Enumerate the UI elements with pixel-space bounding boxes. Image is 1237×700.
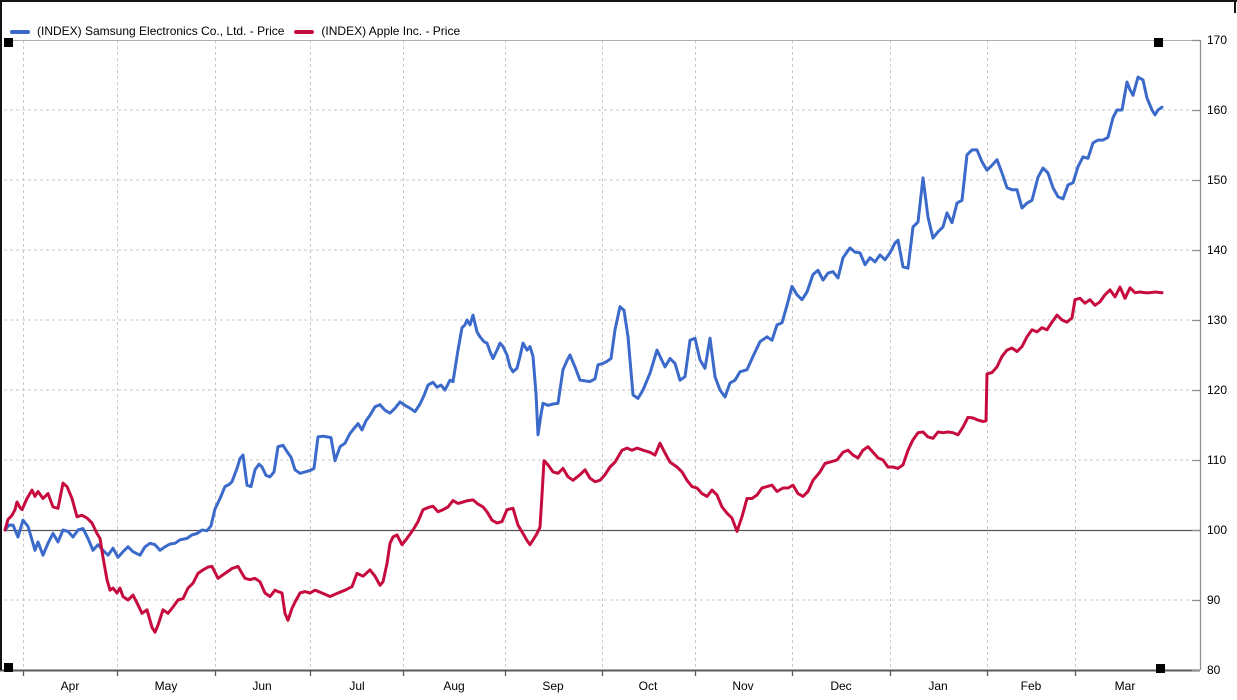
window-border-right (1234, 0, 1236, 13)
selection-handle-bottom-left[interactable] (4, 663, 13, 672)
x-axis-label-may: May (154, 679, 178, 693)
selection-handle-bottom-right[interactable] (1156, 664, 1165, 673)
y-axis-label: 130 (1207, 313, 1228, 327)
y-axis-label: 140 (1207, 243, 1228, 257)
x-axis-label-oct: Oct (638, 679, 658, 693)
x-axis-label-dec: Dec (830, 679, 852, 693)
y-axis-label: 170 (1207, 33, 1228, 47)
x-axis-label-jan: Jan (928, 679, 948, 693)
x-axis-label-apr: Apr (60, 679, 80, 693)
selection-handle-top-left[interactable] (4, 38, 13, 47)
legend-item-samsung[interactable]: (INDEX) Samsung Electronics Co., Ltd. - … (10, 24, 284, 39)
samsung-series-swatch-icon (10, 29, 30, 34)
x-axis-label-jul: Jul (349, 679, 365, 693)
y-axis-label: 90 (1207, 593, 1221, 607)
y-axis-label: 100 (1207, 523, 1228, 537)
y-axis-label: 150 (1207, 173, 1228, 187)
chart-legend: (INDEX) Samsung Electronics Co., Ltd. - … (10, 24, 460, 39)
selection-handle-top-right[interactable] (1154, 38, 1163, 47)
x-axis-label-nov: Nov (732, 679, 754, 693)
x-axis-label-aug: Aug (443, 679, 465, 693)
window-border-top (0, 0, 1237, 2)
y-axis-label: 160 (1207, 103, 1228, 117)
x-axis-label-jun: Jun (252, 679, 272, 693)
y-axis-label: 80 (1207, 663, 1221, 677)
legend-label-apple: (INDEX) Apple Inc. - Price (321, 24, 461, 38)
x-axis-label-mar: Mar (1114, 679, 1136, 693)
window-border-left (0, 0, 2, 670)
series-line-apple[interactable] (3, 285, 1164, 634)
legend-label-samsung: (INDEX) Samsung Electronics Co., Ltd. - … (37, 24, 285, 38)
y-axis-label: 110 (1207, 453, 1227, 467)
x-axis-label-sep: Sep (542, 679, 564, 693)
apple-series-swatch-icon (294, 29, 315, 34)
series-line-samsung[interactable] (3, 75, 1164, 559)
legend-item-apple[interactable]: (INDEX) Apple Inc. - Price (294, 24, 460, 39)
x-axis-label-feb: Feb (1020, 679, 1042, 693)
y-axis-label: 120 (1207, 383, 1228, 397)
